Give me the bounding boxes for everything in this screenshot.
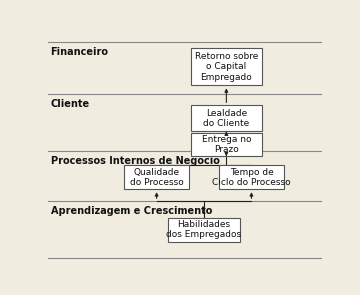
FancyBboxPatch shape <box>168 218 240 242</box>
Text: Cliente: Cliente <box>50 99 90 109</box>
FancyBboxPatch shape <box>191 48 262 86</box>
FancyBboxPatch shape <box>191 132 262 156</box>
Text: Tempo de
Ciclo do Processo: Tempo de Ciclo do Processo <box>212 168 291 187</box>
Text: Aprendizagem e Crescimento: Aprendizagem e Crescimento <box>50 206 212 216</box>
Text: Lealdade
do Cliente: Lealdade do Cliente <box>203 109 249 128</box>
Text: Entrega no
Prazo: Entrega no Prazo <box>202 135 251 154</box>
Text: Habilidades
dos Empregados: Habilidades dos Empregados <box>166 220 242 239</box>
Text: Processos Internos de Negócio: Processos Internos de Negócio <box>50 156 220 166</box>
Text: Financeiro: Financeiro <box>50 47 109 57</box>
Text: Retorno sobre
o Capital
Empregado: Retorno sobre o Capital Empregado <box>195 52 258 82</box>
Text: Qualidade
do Processo: Qualidade do Processo <box>130 168 184 187</box>
FancyBboxPatch shape <box>124 165 189 189</box>
FancyBboxPatch shape <box>191 105 262 131</box>
FancyBboxPatch shape <box>219 165 284 189</box>
